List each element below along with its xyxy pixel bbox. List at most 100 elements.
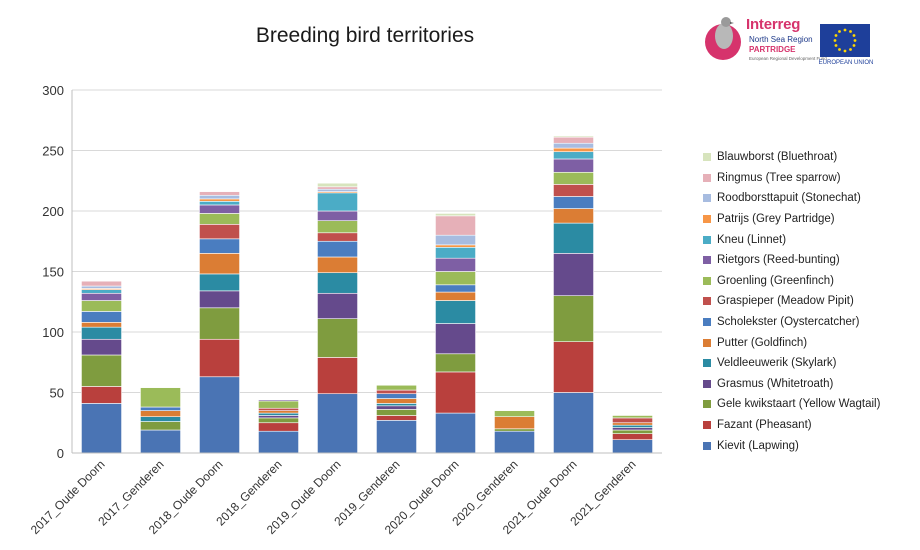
bar-segment — [317, 186, 358, 190]
bar-segment — [81, 285, 122, 289]
y-tick-label: 0 — [57, 446, 64, 461]
bar-segment — [435, 323, 476, 355]
bar-segment — [81, 322, 122, 328]
bar-segment — [140, 429, 181, 454]
bar-segment — [553, 392, 594, 454]
bar-segment — [553, 295, 594, 342]
legend-item: Groenling (Greenfinch) — [703, 271, 913, 292]
bar-segment — [258, 412, 299, 416]
bar-segment — [612, 417, 653, 424]
partridge-logo-icon — [705, 17, 741, 60]
x-tick-label: 2017_Oude Doorn — [28, 457, 108, 537]
legend-item: Roodborsttapuit (Stonechat) — [703, 188, 913, 209]
y-tick-label: 300 — [42, 83, 64, 98]
bar-segment — [81, 292, 122, 301]
bar-segment — [258, 422, 299, 432]
bar-segment — [435, 300, 476, 324]
bar-segment — [553, 184, 594, 197]
bar-segment — [553, 135, 594, 138]
legend-item: Rietgors (Reed-bunting) — [703, 250, 913, 271]
y-tick-label: 250 — [42, 144, 64, 159]
bar-segment — [317, 232, 358, 242]
bar-segment — [199, 253, 240, 275]
bar-segment — [435, 353, 476, 373]
bar-segment — [317, 393, 358, 454]
legend-label: Roodborsttapuit (Stonechat) — [717, 192, 861, 205]
bar-segment — [199, 290, 240, 309]
bar-segment — [317, 192, 358, 212]
logo-brand: Interreg — [746, 16, 801, 33]
legend-item: Gele kwikstaart (Yellow Wagtail) — [703, 394, 913, 415]
bar-segment — [258, 415, 299, 419]
legend-label: Scholekster (Oystercatcher) — [717, 316, 860, 329]
bar-segment — [81, 300, 122, 312]
bar-segment — [140, 416, 181, 422]
bar-segment — [81, 280, 122, 287]
legend-label: Groenling (Greenfinch) — [717, 274, 834, 287]
bar-segment — [317, 182, 358, 188]
logo-fund: European Regional Development Fund — [749, 56, 827, 61]
bar-segment — [376, 405, 417, 410]
bar-segment — [612, 422, 653, 426]
bar-segment — [81, 326, 122, 340]
legend-item: Fazant (Pheasant) — [703, 415, 913, 436]
legend-label: Grasmus (Whitetroath) — [717, 377, 834, 390]
bar-segment — [553, 136, 594, 144]
eu-label: EUROPEAN UNION — [818, 60, 874, 66]
bar-segment — [612, 427, 653, 431]
legend-label: Blauwborst (Bluethroat) — [717, 151, 838, 164]
bar-segment — [81, 311, 122, 323]
interreg-logo: Interreg North Sea Region PARTRIDGE Euro… — [700, 8, 880, 70]
legend-item: Patrijs (Grey Partridge) — [703, 209, 913, 230]
eu-flag-icon — [820, 24, 870, 57]
bar-segment — [376, 393, 417, 399]
bar-segment — [494, 428, 535, 432]
bar-segment — [612, 433, 653, 440]
bar-segment — [553, 151, 594, 160]
bar-segment — [553, 171, 594, 185]
logo-project: PARTRIDGE — [749, 45, 796, 54]
bar-segment — [553, 222, 594, 254]
legend-swatch — [703, 400, 711, 409]
bar-segment — [199, 198, 240, 202]
bar-segment — [435, 244, 476, 248]
legend-swatch — [703, 194, 711, 203]
legend-label: Gele kwikstaart (Yellow Wagtail) — [717, 398, 881, 411]
bar-segment — [199, 213, 240, 225]
legend-label: Putter (Goldfinch) — [717, 336, 808, 349]
bar-segment — [553, 341, 594, 393]
bar-segment — [258, 430, 299, 454]
bar-segment — [317, 318, 358, 358]
legend-item: Scholekster (Oystercatcher) — [703, 312, 913, 333]
legend-label: Veldleeuwerik (Skylark) — [717, 357, 837, 370]
bar-segment — [553, 142, 594, 149]
bar-segment — [199, 191, 240, 196]
legend-swatch — [703, 256, 711, 265]
legend-swatch — [703, 215, 711, 224]
legend-item: Kneu (Linnet) — [703, 229, 913, 250]
bar-segment — [258, 400, 299, 409]
legend-item: Putter (Goldfinch) — [703, 332, 913, 353]
legend-item: Grasmus (Whitetroath) — [703, 374, 913, 395]
bar-segment — [435, 213, 476, 217]
bar-segment — [81, 338, 122, 356]
bar-segment — [199, 194, 240, 200]
legend-swatch — [703, 276, 711, 285]
bar-segment — [317, 357, 358, 395]
legend-item: Kievit (Lapwing) — [703, 435, 913, 456]
legend-item: Ringmus (Tree sparrow) — [703, 168, 913, 189]
bar-segment — [199, 224, 240, 240]
bar-segment — [376, 384, 417, 391]
bar-segment — [199, 338, 240, 378]
bar-segment — [81, 403, 122, 454]
bar-segment — [376, 403, 417, 407]
bar-segment — [435, 284, 476, 293]
legend-item: Graspieper (Meadow Pipit) — [703, 291, 913, 312]
chart-legend: Blauwborst (Bluethroat) Ringmus (Tree spa… — [703, 147, 913, 456]
bar-segment — [376, 409, 417, 416]
bar-segment — [317, 292, 358, 319]
bar-segment — [199, 307, 240, 340]
y-tick-label: 50 — [50, 386, 64, 401]
bar-segment — [553, 253, 594, 297]
bar-segment — [494, 410, 535, 417]
